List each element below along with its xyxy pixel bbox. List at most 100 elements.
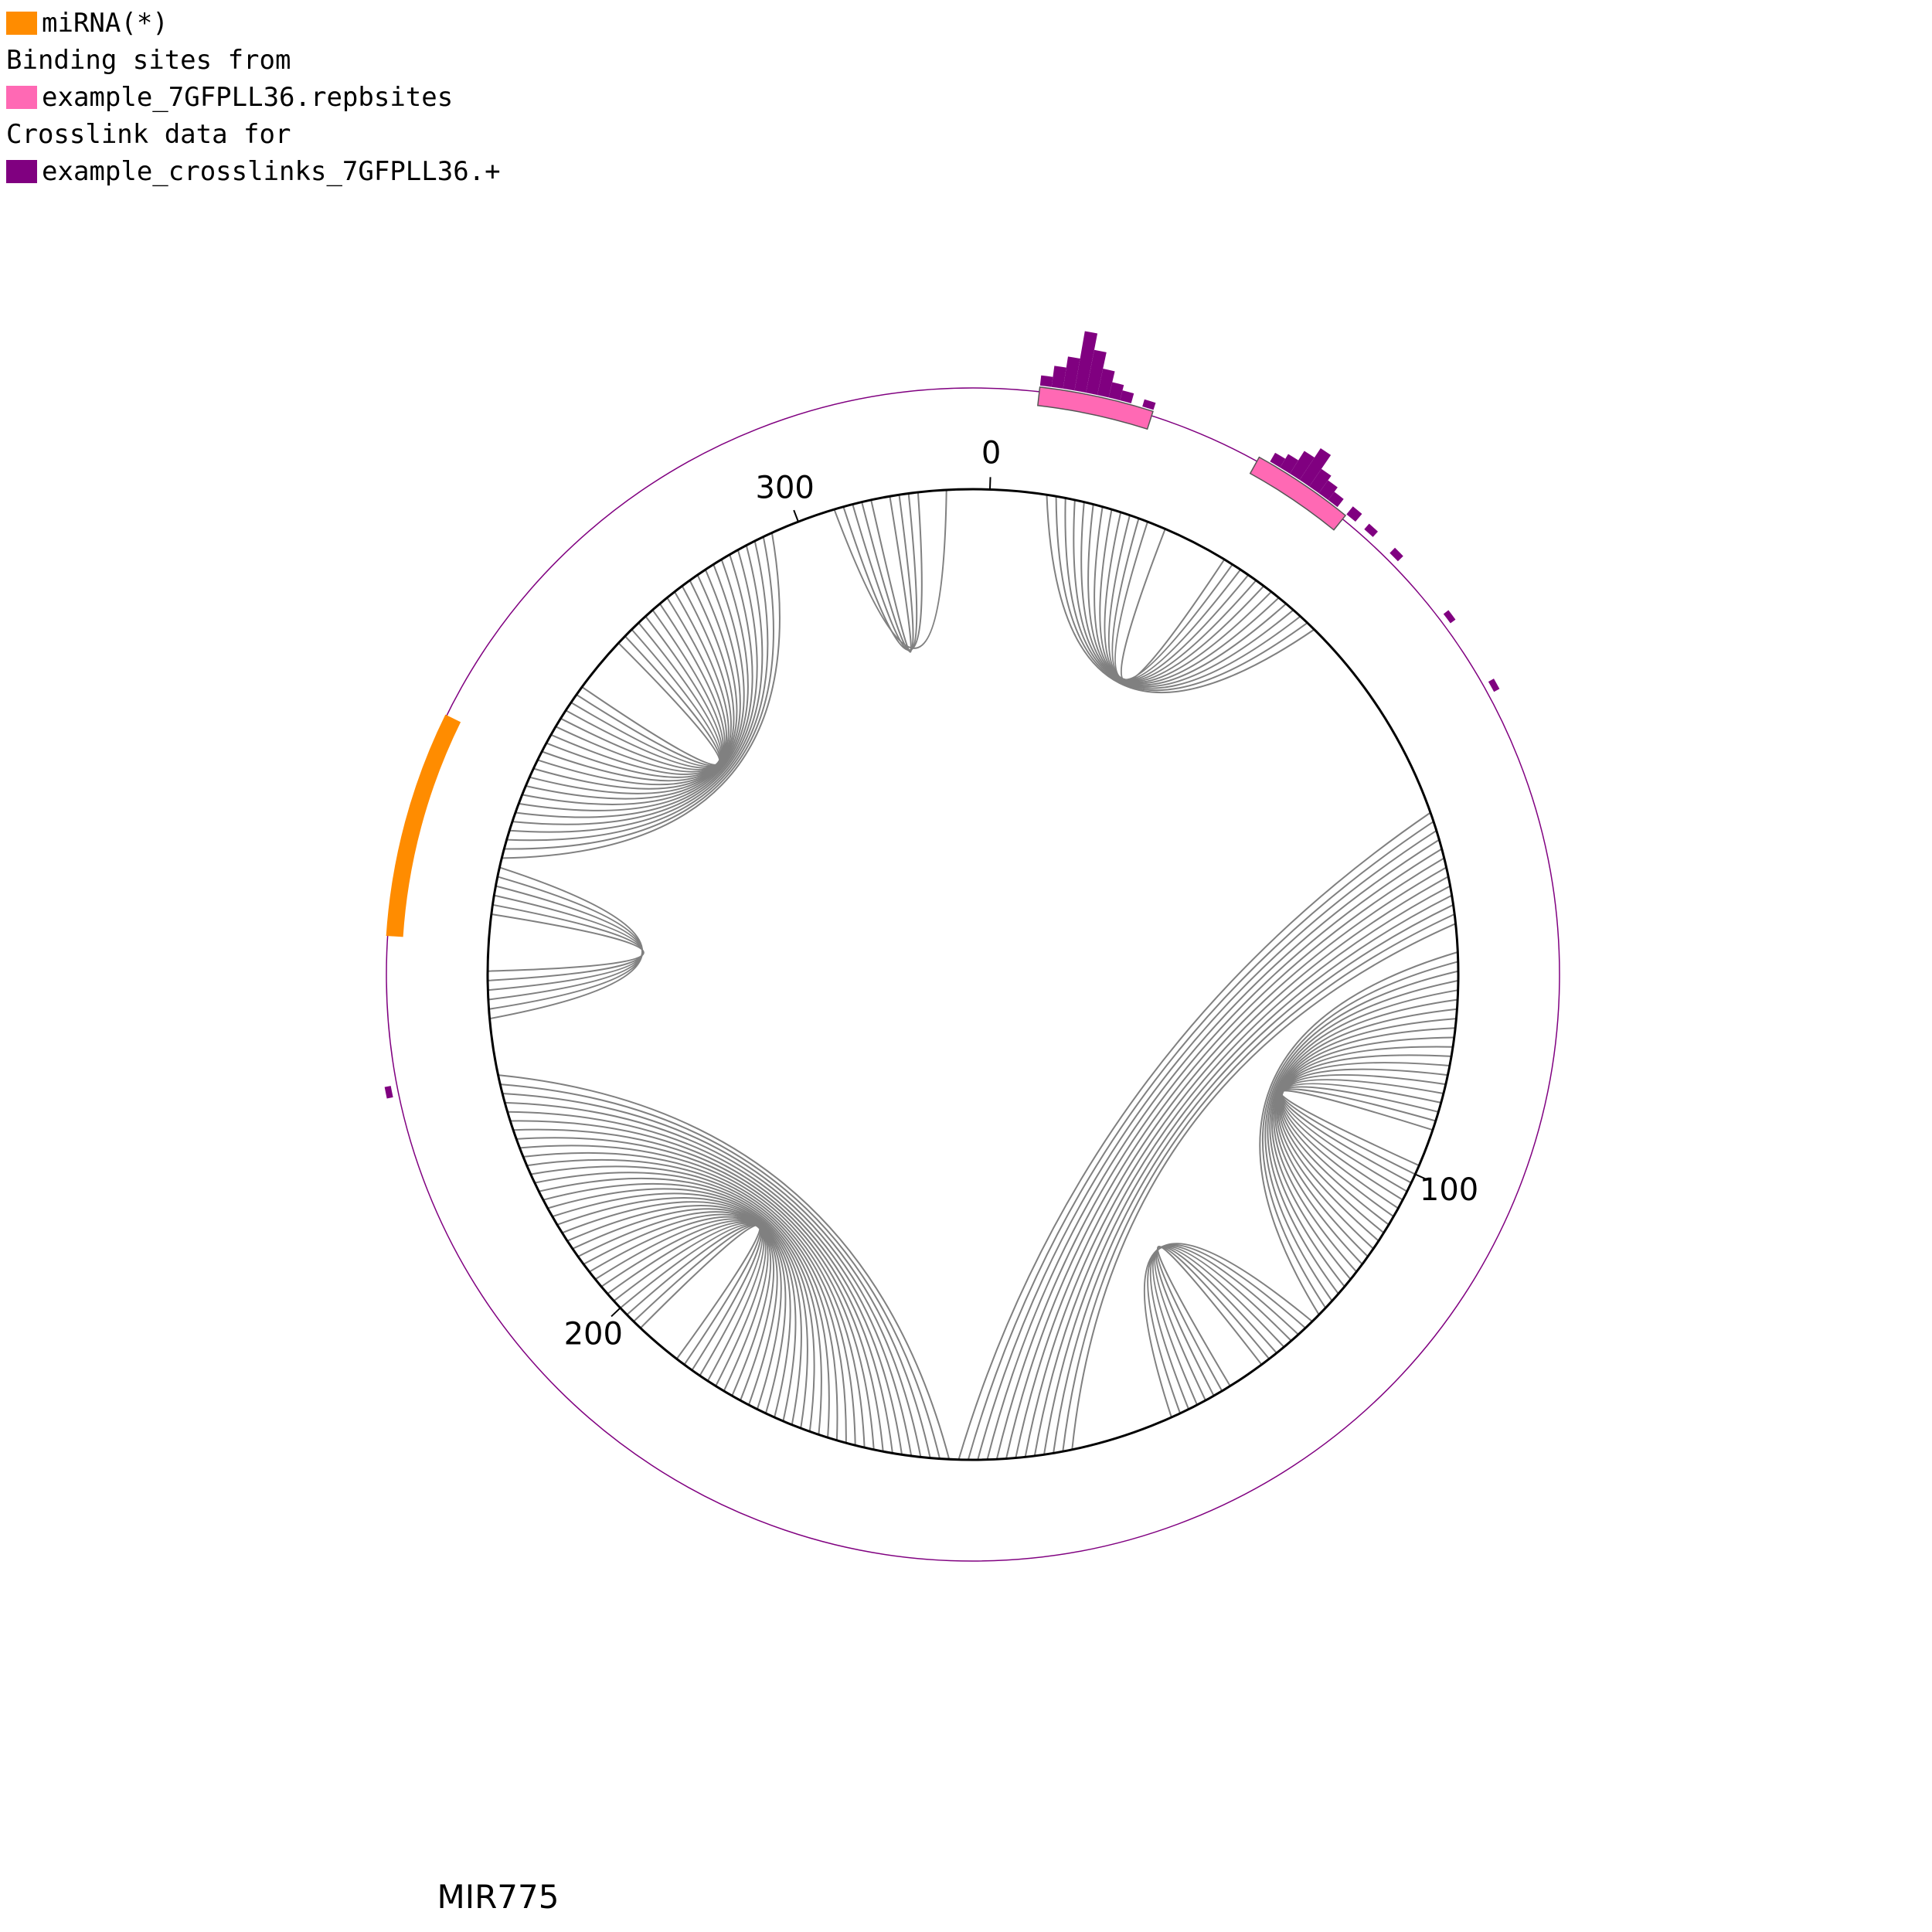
crosslink-bar [1346, 506, 1362, 522]
base-pair-arc [522, 563, 745, 805]
base-pair-arc [1062, 913, 1455, 1452]
crosslink-bar [1299, 447, 1332, 487]
tick-mark [611, 1307, 621, 1318]
base-pair-arc [957, 811, 1431, 1460]
tick-label: 100 [1420, 1172, 1478, 1208]
base-pair-arc [522, 1151, 866, 1448]
base-pair-arc [507, 1111, 913, 1457]
tick-mark [793, 509, 799, 522]
crosslink-track-circle [386, 387, 1560, 1562]
binding-sites [1037, 386, 1347, 531]
crosslink-bar [1074, 331, 1098, 393]
crosslink-bar [1142, 399, 1156, 410]
base-pair-arc [967, 821, 1434, 1461]
base-pair-arc [529, 574, 738, 794]
base-pair-arc [526, 1158, 856, 1446]
tick-label: 0 [981, 435, 1001, 471]
base-pair-arc [488, 876, 643, 1010]
base-pair-arc [512, 549, 758, 825]
crosslink-bar [1364, 523, 1378, 537]
base-pair-arc [1107, 515, 1250, 682]
base-pair-arc [487, 913, 645, 972]
legend-crosslink-label: example_crosslinks_7GFPLL36.+ [42, 156, 501, 187]
base-pair-arc [562, 1201, 797, 1422]
backbone-circle [486, 488, 1460, 1461]
base-pair-arc [977, 829, 1437, 1461]
crosslink-bar [1488, 679, 1500, 692]
base-pair-arc [1111, 518, 1241, 681]
mirna-region [386, 714, 461, 937]
crosslink-swatch [6, 160, 37, 183]
crosslink-bar [1290, 451, 1315, 481]
base-pair-arc [538, 1177, 830, 1438]
base-pair-arc [1156, 1246, 1263, 1387]
base-pair-arc [502, 1093, 931, 1458]
tick-mark [1414, 1173, 1427, 1180]
base-pair-arc [533, 580, 735, 790]
base-pair-arc [1064, 498, 1301, 689]
base-pair-arc [861, 495, 914, 652]
base-pair-arc [1053, 903, 1454, 1454]
base-pair-arc [1273, 1008, 1458, 1273]
base-pair-arc [1104, 512, 1257, 682]
base-pair-arc [552, 1192, 808, 1429]
crosslink-bar [1270, 452, 1286, 468]
legend-crosslink-header-label: Crosslink data for [6, 119, 291, 150]
base-pair-arc [534, 1172, 838, 1440]
base-pair-arc [519, 1145, 875, 1450]
base-pair-arc [566, 1205, 791, 1418]
tick-label: 300 [756, 470, 815, 505]
base-pair-arc [626, 1223, 762, 1371]
base-pair-arc [1264, 970, 1459, 1301]
base-pair-arc [498, 1074, 951, 1460]
legend-crosslink: example_crosslinks_7GFPLL36.+ [6, 153, 501, 190]
crosslink-bar [1389, 547, 1403, 562]
base-pair-arc [572, 1208, 787, 1414]
base-pair-arc [833, 489, 947, 649]
legend-binding-label: example_7GFPLL36.repbsites [42, 82, 454, 113]
mirna-arc [386, 714, 461, 937]
legend-binding: example_7GFPLL36.repbsites [6, 79, 501, 116]
crosslink-bar [1443, 610, 1456, 624]
base-pair-arc [510, 1120, 903, 1455]
tick-mark [988, 477, 992, 490]
base-pair-arc [1143, 1243, 1313, 1418]
base-pair-arc [1274, 1018, 1457, 1265]
base-pair-arc [1043, 894, 1453, 1455]
base-pair-arc [543, 1183, 822, 1435]
base-pair-arc [547, 1188, 815, 1432]
base-pair-arc [583, 1213, 778, 1406]
base-pair-arc [550, 603, 726, 775]
crosslink-bar [1063, 356, 1080, 391]
binding-site-block [1249, 456, 1347, 531]
base-pair-arc [565, 622, 722, 769]
base-pair-arc [581, 642, 721, 766]
base-pair-arc [1015, 866, 1447, 1458]
legend-mirna: miRNA(*) [6, 5, 501, 42]
binding-site-block [1037, 386, 1154, 430]
base-pair-arc [516, 1137, 884, 1452]
binding-site-swatch [6, 86, 37, 109]
base-pair-arc [502, 532, 781, 859]
crosslink-bar [384, 1086, 393, 1099]
base-pair-arcs [487, 489, 1459, 1461]
legend-crosslink-header: Crosslink data for [6, 116, 501, 153]
gene-name: MIR775 [437, 1878, 560, 1916]
crosslink-bar [1328, 492, 1344, 508]
crosslink-bar [1318, 480, 1338, 500]
base-pair-arc [500, 1083, 940, 1459]
base-pair-arc [870, 496, 912, 653]
base-pair-arc [852, 493, 918, 651]
base-pair-arc [986, 838, 1440, 1460]
base-pair-arc [1154, 1246, 1285, 1401]
base-pair-arc [505, 1101, 922, 1458]
mirna-swatch [6, 12, 37, 35]
base-pair-arc [526, 569, 741, 800]
base-pair-arc [1261, 961, 1459, 1309]
base-pair-arc [1121, 529, 1226, 682]
base-pair-arc [506, 540, 769, 842]
base-pair-arc [640, 1224, 761, 1359]
base-pair-arc [1270, 998, 1458, 1281]
base-pair-arc [509, 545, 764, 833]
